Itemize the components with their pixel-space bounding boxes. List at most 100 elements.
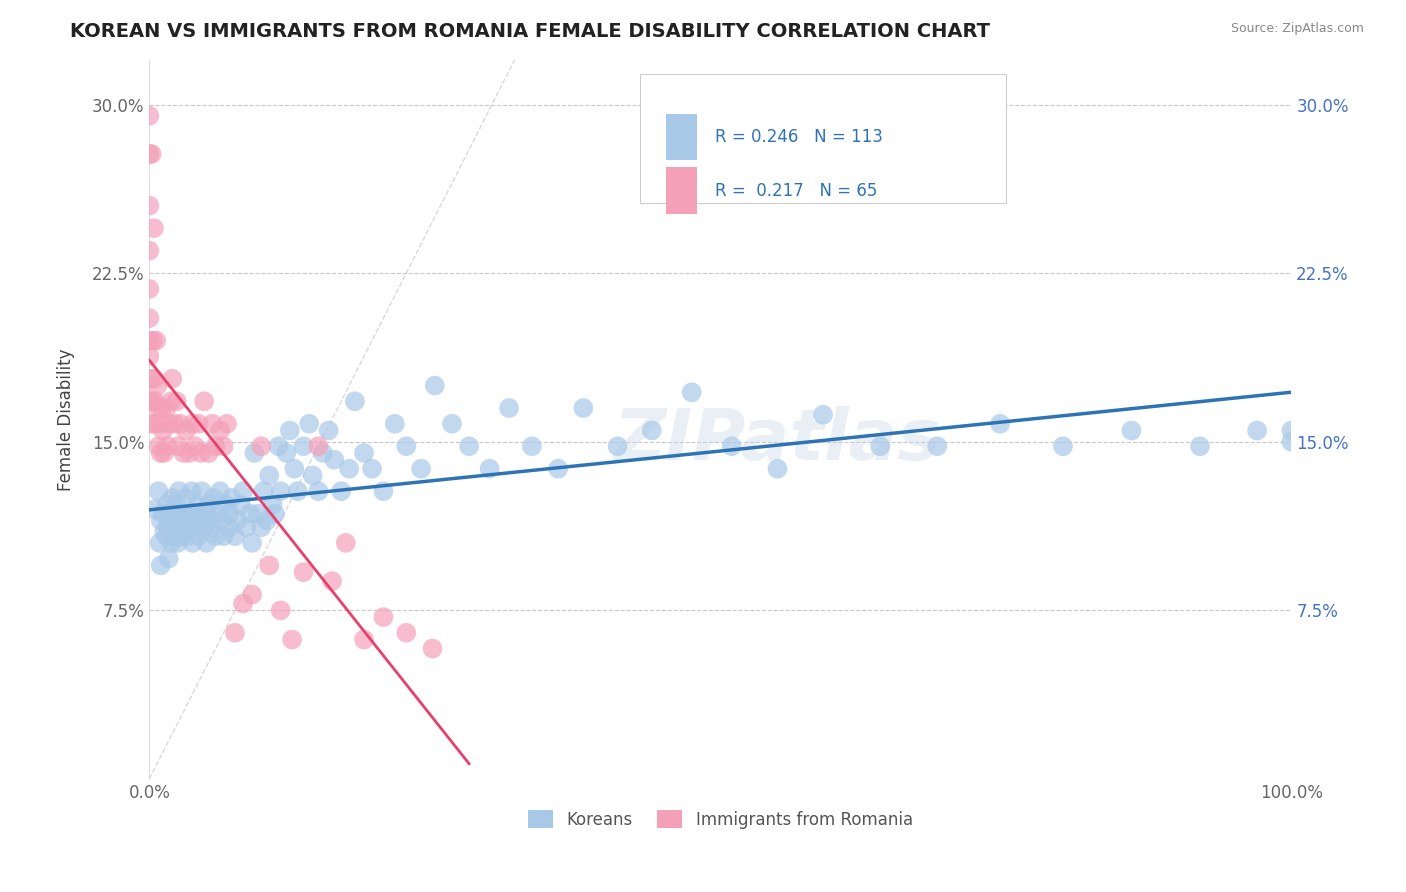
Point — [149, 446, 172, 460]
Point — [547, 461, 569, 475]
Point — [166, 498, 188, 512]
Point — [187, 529, 209, 543]
Point — [165, 513, 187, 527]
Point — [160, 491, 183, 505]
Point — [411, 461, 433, 475]
Point — [301, 468, 323, 483]
Point — [292, 439, 315, 453]
Point — [174, 491, 197, 505]
Point — [440, 417, 463, 431]
Point — [181, 536, 204, 550]
Point — [1052, 439, 1074, 453]
Point — [149, 536, 172, 550]
Point — [270, 484, 292, 499]
Point — [195, 507, 218, 521]
Point — [720, 439, 742, 453]
Point — [224, 529, 246, 543]
Text: Source: ZipAtlas.com: Source: ZipAtlas.com — [1230, 22, 1364, 36]
Point — [212, 439, 235, 453]
Point — [1188, 439, 1211, 453]
Point — [149, 417, 172, 431]
Point — [187, 417, 209, 431]
Point — [641, 424, 664, 438]
Point — [212, 529, 235, 543]
Point — [163, 417, 186, 431]
Point — [167, 439, 190, 453]
Point — [209, 513, 232, 527]
Point — [243, 446, 266, 460]
Point — [179, 507, 201, 521]
Point — [520, 439, 543, 453]
Point — [395, 625, 418, 640]
Point — [811, 408, 834, 422]
Point — [148, 439, 170, 453]
Point — [202, 491, 225, 505]
Point — [384, 417, 406, 431]
Point — [160, 520, 183, 534]
Point — [201, 520, 224, 534]
Point — [1121, 424, 1143, 438]
Point — [373, 484, 395, 499]
Point — [257, 558, 280, 573]
Point — [218, 507, 240, 521]
Point — [215, 417, 238, 431]
Point — [142, 221, 165, 235]
Text: R =  0.217   N = 65: R = 0.217 N = 65 — [714, 182, 877, 200]
Point — [221, 491, 243, 505]
Point — [181, 417, 204, 431]
Point — [146, 378, 169, 392]
Point — [139, 394, 162, 409]
Point — [201, 417, 224, 431]
Point — [278, 424, 301, 438]
Point — [156, 520, 179, 534]
Point — [167, 484, 190, 499]
Point — [184, 520, 207, 534]
Point — [224, 625, 246, 640]
Point — [250, 520, 273, 534]
Legend: Koreans, Immigrants from Romania: Koreans, Immigrants from Romania — [522, 804, 920, 835]
Point — [498, 401, 520, 415]
Point — [337, 461, 360, 475]
Point — [197, 498, 219, 512]
Point — [229, 498, 252, 512]
Point — [142, 394, 165, 409]
Point — [156, 439, 179, 453]
FancyBboxPatch shape — [640, 74, 1005, 203]
Point — [179, 520, 201, 534]
Point — [142, 334, 165, 348]
Point — [152, 424, 174, 438]
Point — [239, 507, 262, 521]
Point — [141, 417, 163, 431]
Point — [155, 498, 177, 512]
Point — [270, 603, 292, 617]
Point — [209, 424, 232, 438]
Point — [373, 610, 395, 624]
Point — [191, 484, 214, 499]
Point — [143, 417, 166, 431]
Point — [287, 484, 309, 499]
Point — [138, 147, 160, 161]
Point — [927, 439, 949, 453]
Point — [458, 439, 481, 453]
Point — [149, 558, 172, 573]
Point — [1246, 424, 1268, 438]
Point — [160, 536, 183, 550]
Point — [186, 498, 208, 512]
Point — [198, 513, 221, 527]
Point — [307, 484, 329, 499]
Point — [209, 484, 232, 499]
Point — [321, 574, 343, 588]
Point — [167, 536, 190, 550]
Point — [197, 446, 219, 460]
Point — [159, 507, 181, 521]
Point — [681, 385, 703, 400]
Point — [139, 372, 162, 386]
Point — [240, 536, 263, 550]
Point — [323, 452, 346, 467]
Point — [190, 446, 212, 460]
Point — [138, 109, 160, 123]
Point — [163, 529, 186, 543]
Point — [174, 424, 197, 438]
Point — [160, 372, 183, 386]
Point — [138, 349, 160, 363]
